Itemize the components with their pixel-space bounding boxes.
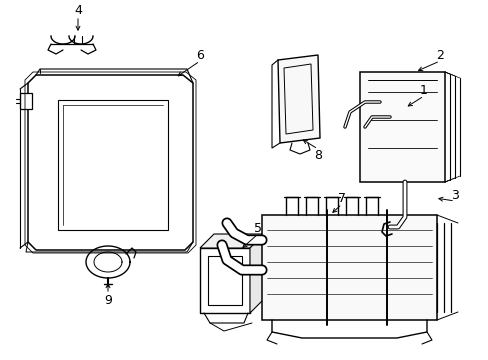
Polygon shape: [20, 93, 32, 109]
Text: 7: 7: [337, 192, 346, 204]
Polygon shape: [200, 234, 264, 248]
Text: 4: 4: [74, 4, 82, 17]
Polygon shape: [359, 72, 444, 182]
Text: 1: 1: [419, 84, 427, 96]
Text: 5: 5: [253, 221, 262, 234]
Polygon shape: [278, 55, 319, 143]
Text: 3: 3: [450, 189, 458, 202]
Text: 6: 6: [196, 49, 203, 62]
Polygon shape: [262, 215, 436, 320]
Text: 9: 9: [104, 293, 112, 306]
Text: 8: 8: [313, 149, 321, 162]
Text: 2: 2: [435, 49, 443, 62]
Polygon shape: [249, 234, 264, 313]
